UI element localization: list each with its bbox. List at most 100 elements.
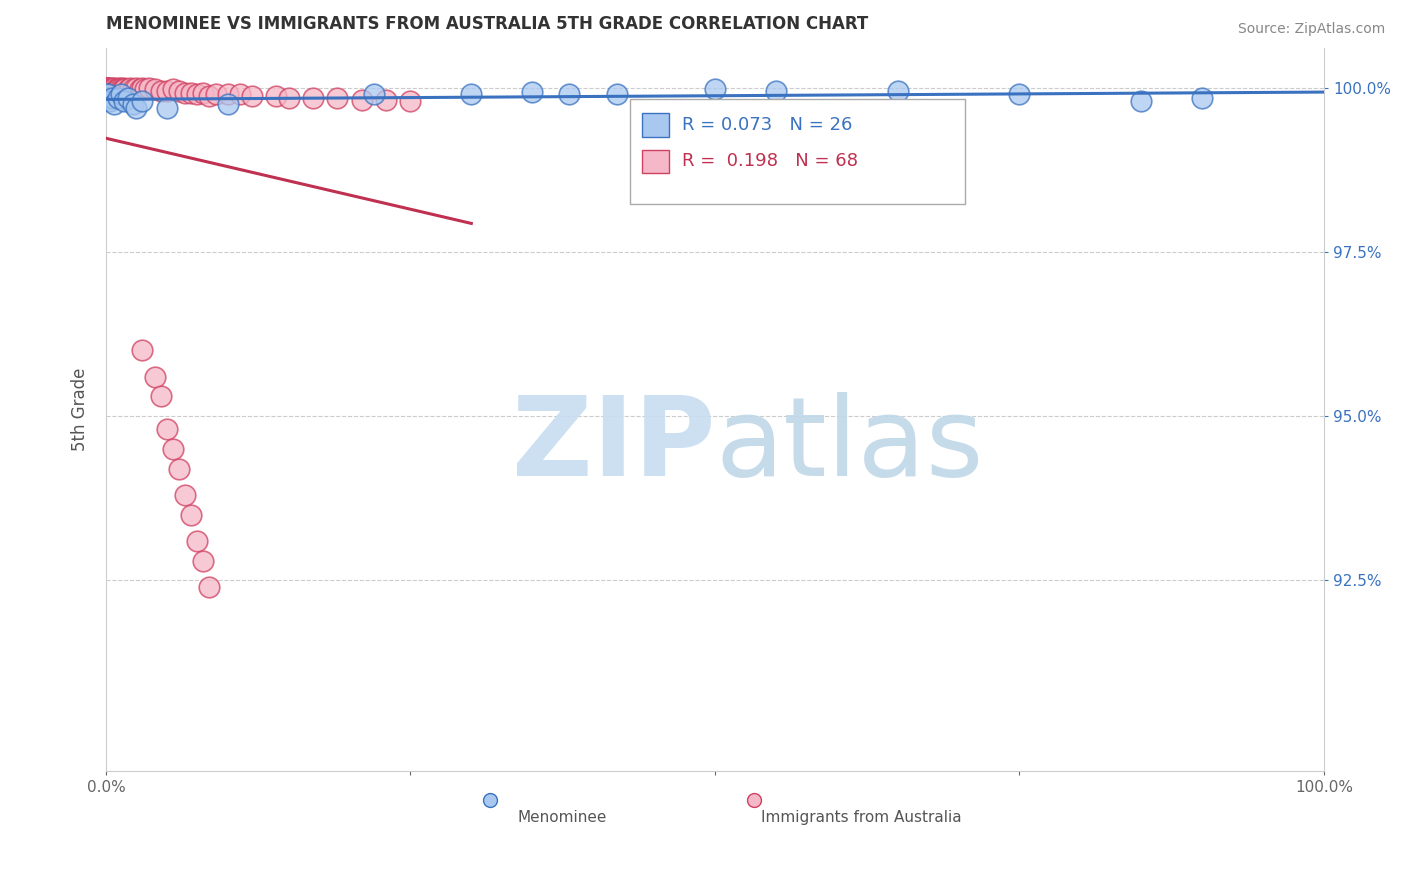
Point [94,87,117,102]
Point [229,87,252,102]
Point [174,86,197,100]
Text: R = 0.073   N = 26: R = 0.073 N = 26 [682,116,852,134]
Point [97,82,120,96]
Point [1130,94,1153,108]
Point [174,488,197,502]
Point [186,533,208,548]
Point [198,88,221,103]
Point [326,91,349,105]
Point [125,101,148,115]
Point [98,94,121,108]
Text: Source: ZipAtlas.com: Source: ZipAtlas.com [1237,22,1385,37]
Point [110,87,132,102]
Text: Menominee: Menominee [517,811,607,825]
Point [105,84,128,98]
Point [94,83,117,97]
FancyBboxPatch shape [643,113,669,136]
Point [167,84,190,98]
Point [104,82,127,96]
Point [266,88,288,103]
Point [131,80,153,95]
Point [134,82,156,96]
Point [121,82,143,96]
Point [112,82,135,96]
Point [558,87,581,102]
Point [765,84,787,98]
Point [217,87,239,102]
Point [120,80,142,95]
Point [98,84,121,98]
Point [193,553,215,567]
Point [112,80,135,95]
Point [180,508,202,522]
Point [886,84,908,98]
Point [131,94,153,108]
Point [94,82,117,96]
Point [100,84,122,98]
Point [117,91,139,105]
Point [107,80,129,95]
Point [94,86,117,100]
Point [193,86,215,100]
Point [110,80,132,95]
Point [96,91,118,105]
Point [149,84,172,98]
Point [94,80,117,95]
Point [350,93,373,107]
Point [94,80,117,95]
Point [703,82,725,96]
Point [125,80,148,95]
Point [94,82,117,96]
Point [97,87,120,102]
Point [399,94,422,108]
Y-axis label: 5th Grade: 5th Grade [72,368,89,451]
Point [156,84,179,98]
Text: MENOMINEE VS IMMIGRANTS FROM AUSTRALIA 5TH GRADE CORRELATION CHART: MENOMINEE VS IMMIGRANTS FROM AUSTRALIA 5… [105,15,868,33]
Point [96,80,118,95]
Point [149,389,172,403]
Point [375,93,398,107]
Point [129,82,152,96]
Point [103,84,125,98]
Point [606,87,628,102]
Point [111,82,134,96]
Point [101,80,124,95]
Point [156,422,179,436]
Point [107,82,129,96]
Point [94,84,117,98]
Point [138,80,160,95]
Point [363,87,385,102]
Text: atlas: atlas [714,392,983,500]
Point [97,80,120,95]
Point [162,442,184,456]
Point [121,97,143,112]
Point [186,87,208,102]
Text: ZIP: ZIP [512,392,714,500]
Point [180,86,202,100]
Point [101,91,124,105]
Point [117,82,139,96]
Point [96,82,118,96]
Point [107,91,129,105]
Point [103,97,125,112]
Point [277,91,299,105]
FancyBboxPatch shape [630,99,965,203]
Point [198,580,221,594]
Text: Immigrants from Australia: Immigrants from Australia [761,811,962,825]
Text: R =  0.198   N = 68: R = 0.198 N = 68 [682,153,858,170]
Point [460,87,482,102]
Point [204,87,226,102]
Point [131,343,153,358]
Point [103,80,125,95]
Point [240,88,263,103]
Point [101,82,124,96]
Point [522,86,544,100]
Point [94,80,117,95]
FancyBboxPatch shape [643,150,669,173]
Point [167,461,190,475]
Point [162,82,184,96]
Point [217,97,239,112]
Point [1191,91,1213,105]
Point [156,101,179,115]
Point [112,94,135,108]
